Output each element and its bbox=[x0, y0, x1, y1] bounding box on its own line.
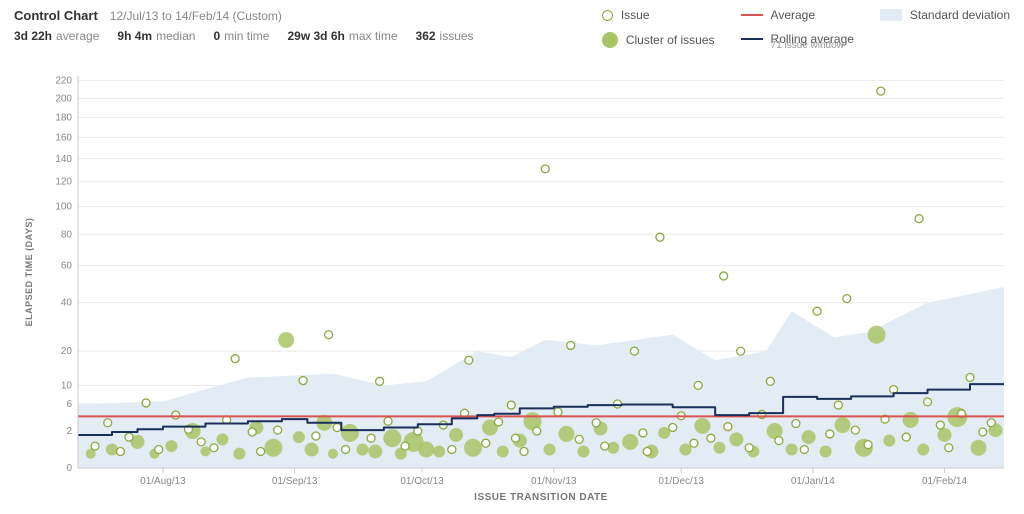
title-row: Control Chart 12/Jul/13 to 14/Feb/14 (Cu… bbox=[14, 8, 578, 23]
legend-stddev: Standard deviation bbox=[880, 8, 1010, 22]
svg-text:01/Jan/14: 01/Jan/14 bbox=[791, 476, 835, 487]
header-left: Control Chart 12/Jul/13 to 14/Feb/14 (Cu… bbox=[14, 8, 578, 43]
svg-text:ISSUE TRANSITION DATE: ISSUE TRANSITION DATE bbox=[474, 492, 608, 503]
cluster-swatch-icon bbox=[602, 32, 618, 48]
svg-text:40: 40 bbox=[61, 298, 73, 309]
control-chart-svg[interactable]: 0 2 6 10 20 40 60 80 100 120 140 160 180 200 220 01/Aug… bbox=[14, 70, 1010, 510]
stat-label: max time bbox=[349, 29, 398, 43]
svg-text:01/Oct/13: 01/Oct/13 bbox=[400, 476, 444, 487]
svg-text:01/Feb/14: 01/Feb/14 bbox=[922, 476, 967, 487]
legend-label: Average bbox=[771, 8, 815, 22]
stddev-swatch-icon bbox=[880, 9, 902, 21]
svg-text:6: 6 bbox=[66, 399, 72, 410]
legend-average: Average bbox=[741, 8, 854, 22]
svg-text:2: 2 bbox=[66, 426, 72, 437]
legend-issue: Issue bbox=[602, 8, 715, 22]
svg-text:60: 60 bbox=[61, 261, 73, 272]
stat-label: issues bbox=[440, 29, 474, 43]
svg-text:160: 160 bbox=[55, 132, 72, 143]
stat-value: 9h 4m bbox=[117, 29, 152, 43]
legend-cluster: Cluster of issues bbox=[602, 32, 715, 48]
svg-text:120: 120 bbox=[55, 177, 72, 188]
legend-label: Cluster of issues bbox=[626, 33, 715, 47]
legend-rolling-sub: 71 issue window bbox=[771, 40, 854, 51]
stat-label: average bbox=[56, 29, 99, 43]
chart-area[interactable]: 0 2 6 10 20 40 60 80 100 120 140 160 180 200 220 01/Aug… bbox=[14, 70, 1010, 510]
stat-value: 362 bbox=[416, 29, 436, 43]
svg-text:220: 220 bbox=[55, 75, 72, 86]
svg-text:ELAPSED TIME (DAYS): ELAPSED TIME (DAYS) bbox=[24, 218, 34, 327]
date-range: 12/Jul/13 to 14/Feb/14 (Custom) bbox=[110, 9, 282, 23]
chart-header: Control Chart 12/Jul/13 to 14/Feb/14 (Cu… bbox=[14, 8, 1010, 51]
svg-text:01/Sep/13: 01/Sep/13 bbox=[272, 476, 318, 487]
svg-text:200: 200 bbox=[55, 93, 72, 104]
svg-text:0: 0 bbox=[66, 463, 72, 474]
legend: Issue Cluster of issues Average Rolling … bbox=[602, 8, 1010, 51]
chart-title: Control Chart bbox=[14, 8, 98, 23]
stat-label: min time bbox=[224, 29, 269, 43]
legend-label: Issue bbox=[621, 8, 650, 22]
svg-text:01/Dec/13: 01/Dec/13 bbox=[658, 476, 704, 487]
stat-min: 0 min time bbox=[213, 29, 269, 43]
stats-row: 3d 22h average 9h 4m median 0 min time 29w … bbox=[14, 29, 578, 43]
stat-value: 29w 3d 6h bbox=[287, 29, 344, 43]
legend-label: Standard deviation bbox=[910, 8, 1010, 22]
svg-text:01/Aug/13: 01/Aug/13 bbox=[140, 476, 186, 487]
issue-swatch-icon bbox=[602, 10, 613, 21]
svg-text:80: 80 bbox=[61, 229, 73, 240]
stat-average: 3d 22h average bbox=[14, 29, 99, 43]
svg-text:140: 140 bbox=[55, 154, 72, 165]
stat-value: 3d 22h bbox=[14, 29, 52, 43]
stat-median: 9h 4m median bbox=[117, 29, 195, 43]
svg-text:180: 180 bbox=[55, 112, 72, 123]
average-swatch-icon bbox=[741, 14, 763, 16]
svg-text:20: 20 bbox=[61, 346, 73, 357]
stat-value: 0 bbox=[213, 29, 220, 43]
stat-count: 362 issues bbox=[416, 29, 474, 43]
svg-text:10: 10 bbox=[61, 380, 73, 391]
rolling-swatch-icon bbox=[741, 38, 763, 40]
stat-label: median bbox=[156, 29, 195, 43]
svg-text:100: 100 bbox=[55, 202, 72, 213]
control-chart-panel: Control Chart 12/Jul/13 to 14/Feb/14 (Cu… bbox=[0, 0, 1024, 514]
stat-max: 29w 3d 6h max time bbox=[287, 29, 397, 43]
svg-text:01/Nov/13: 01/Nov/13 bbox=[531, 476, 577, 487]
